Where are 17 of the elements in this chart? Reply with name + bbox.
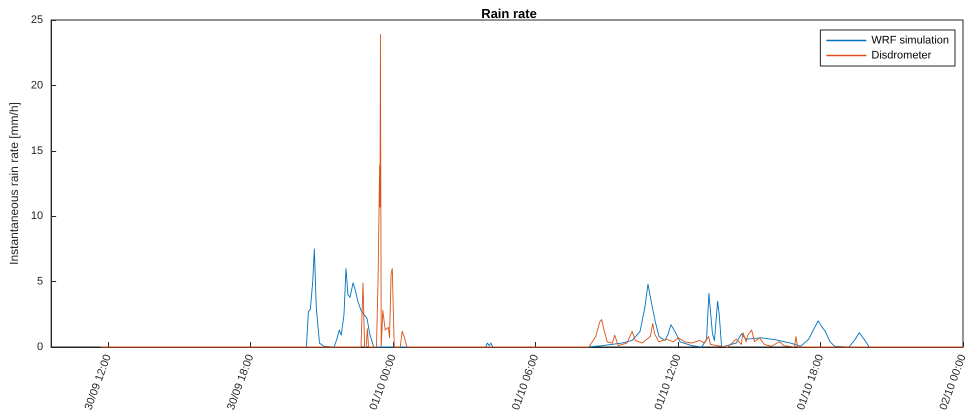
- chart-title: Rain rate: [481, 6, 537, 21]
- x-tick-label: 01/10 12:00: [652, 352, 684, 412]
- x-tick-label: 01/10 06:00: [510, 352, 542, 412]
- y-tick-label: 5: [37, 276, 44, 288]
- y-tick-label: 0: [37, 341, 44, 353]
- y-tick-label: 10: [30, 210, 44, 222]
- y-axis-title: Instantaneous rain rate [mm/h]: [7, 102, 21, 265]
- legend-label: Disdrometer: [871, 50, 932, 62]
- y-tick-label: 20: [30, 79, 44, 92]
- x-tick-label: 01/10 18:00: [795, 352, 826, 412]
- x-tick-label: 30/09 18:00: [225, 352, 256, 412]
- x-tick-label: 01/10 00:00: [368, 352, 399, 412]
- x-tick-label: 30/09 12:00: [82, 352, 114, 412]
- y-tick-label: 25: [30, 14, 44, 26]
- x-tick-label: 02/10 00:00: [937, 352, 969, 412]
- legend-label: WRF simulation: [871, 34, 949, 46]
- y-tick-label: 15: [30, 144, 44, 157]
